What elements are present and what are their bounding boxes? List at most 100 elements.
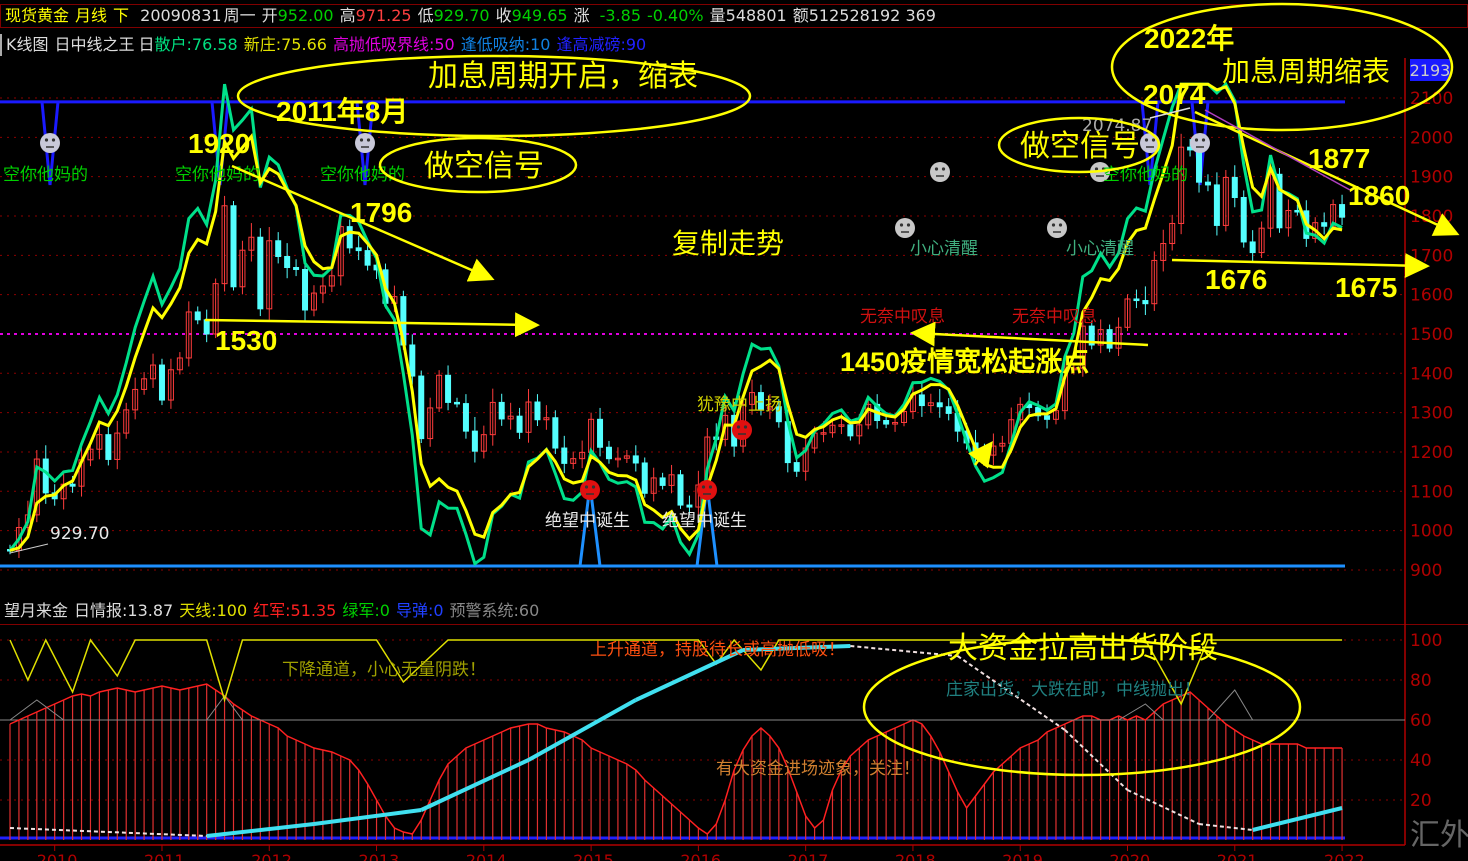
- arrow-small: [968, 441, 993, 469]
- candle-body: [1052, 410, 1059, 420]
- price-tick-label: 1000: [1410, 522, 1453, 542]
- candle-body: [650, 477, 657, 494]
- careful-label: 小心清醒: [910, 239, 978, 259]
- low-value-label: 929.70: [50, 524, 109, 544]
- close-value: 949.65: [511, 6, 568, 25]
- candle-body: [1035, 407, 1042, 417]
- quote-header: 现货黄金 月线下 20090831 周一 开952.00 高971.25 低929.70 收…: [0, 4, 1468, 28]
- time-tick-label: 2015: [573, 851, 614, 861]
- candle-body: [230, 205, 237, 288]
- red-histogram: [9, 683, 1343, 840]
- chart-type[interactable]: K线图: [6, 35, 49, 54]
- candle-body: [1097, 329, 1104, 346]
- candle-body: [176, 357, 183, 371]
- candle-body: [141, 378, 148, 390]
- retail-value: 散户:76.58: [154, 35, 238, 54]
- candle-body: [525, 401, 532, 433]
- candle-body: [793, 462, 800, 472]
- low-pointer-line: [9, 543, 49, 554]
- period[interactable]: 月线: [75, 6, 108, 25]
- bullish-face-icon-eye: [736, 425, 741, 429]
- price-tick-label: 1100: [1410, 482, 1453, 502]
- price-1860-text: 1860: [1348, 180, 1410, 211]
- bullish-face-icon: [732, 420, 752, 440]
- peak-line: [1149, 107, 1191, 119]
- trend-line-segment: [206, 822, 315, 838]
- warning-line: [9, 689, 1343, 721]
- candle-body: [1222, 176, 1229, 226]
- candle-body: [686, 504, 693, 508]
- new-dealer-value: 新庄:75.66: [243, 35, 327, 54]
- bearish-face-icon-eye: [1151, 138, 1156, 142]
- capital-in-label: 有大资金进场迹象，关注！: [716, 759, 920, 779]
- candle-body: [1285, 209, 1292, 229]
- price-2074-text: 2074: [1143, 79, 1206, 110]
- candle-body: [1115, 326, 1122, 349]
- neutral-face-icon-eye: [1051, 223, 1056, 227]
- lower-tick-label: 60: [1410, 711, 1432, 731]
- indicator-name[interactable]: 日中线之王: [54, 35, 135, 54]
- time-tick-label: 2018: [895, 851, 936, 861]
- bearish-face-icon-eye: [1194, 138, 1199, 142]
- candle-body: [1276, 173, 1283, 229]
- lower-tick-label: 100: [1410, 631, 1442, 651]
- price-1676-text: 1676: [1205, 264, 1267, 295]
- sell-high-value: 逢高减磅:90: [556, 35, 647, 54]
- price-tick-label: 900: [1410, 561, 1442, 581]
- trend-line-segment: [1127, 789, 1200, 825]
- current-price-tag: 2193: [1410, 61, 1451, 80]
- trend-line-segment: [634, 648, 744, 702]
- candle-body: [69, 483, 76, 487]
- candle-body: [516, 415, 523, 433]
- volume-value: 548801: [725, 6, 787, 25]
- hesitate-label: 犹豫中上扬: [697, 395, 782, 415]
- missile-value: 导弹:0: [395, 601, 444, 620]
- indicator-lines: [8, 81, 1343, 567]
- lower-indicator-name[interactable]: 望月来金: [4, 601, 69, 620]
- despair-label: 绝望中诞生: [662, 511, 747, 531]
- lower-tick-label: 80: [1410, 671, 1432, 691]
- neutral-face-icon: [930, 162, 950, 182]
- time-tick-label: 2014: [466, 851, 507, 861]
- short-signal-label: 空你他妈的: [175, 165, 260, 185]
- candle-body: [1213, 184, 1220, 226]
- candle-body: [1017, 403, 1024, 421]
- bearish-face-icon: [1190, 133, 1210, 153]
- time-tick-label: 2017: [788, 851, 829, 861]
- candle-body: [749, 392, 756, 405]
- candle-body: [418, 375, 425, 440]
- candle-body: [605, 446, 612, 460]
- time-tick-label: 2020: [1110, 851, 1151, 861]
- candle-body: [999, 442, 1006, 447]
- candle-body: [1106, 329, 1113, 349]
- price-tick-label: 1800: [1410, 207, 1453, 227]
- candle-body: [427, 407, 434, 440]
- ellipse-big-money: [862, 637, 1302, 777]
- candle-body: [1169, 222, 1176, 245]
- candle-body: [552, 417, 559, 449]
- candle-body: [445, 374, 452, 403]
- candle-body: [221, 205, 228, 285]
- bearish-face-icon-eye: [44, 138, 49, 142]
- candle-body: [722, 414, 729, 440]
- bullish-face-icon-eye: [708, 485, 713, 489]
- candle-body: [105, 434, 112, 460]
- candle-body: [1079, 325, 1086, 369]
- candle-body: [918, 394, 925, 407]
- neutral-face-icon-eye: [906, 223, 911, 227]
- candle-body: [945, 406, 952, 414]
- change-value: -3.85: [599, 6, 642, 25]
- candle-body: [328, 275, 335, 287]
- open-label: 开: [261, 6, 278, 25]
- symbol-name[interactable]: 现货黄金: [5, 6, 70, 25]
- candle-body: [1204, 181, 1211, 186]
- bearish-face-icon-eye: [51, 138, 56, 142]
- candle-body: [883, 420, 890, 425]
- candle-body: [498, 401, 505, 420]
- candle-body: [820, 432, 827, 435]
- candle-body: [158, 364, 165, 401]
- time-tick-label: 2019: [1002, 851, 1043, 861]
- candle-body: [1240, 197, 1247, 243]
- candle-body: [1196, 149, 1203, 183]
